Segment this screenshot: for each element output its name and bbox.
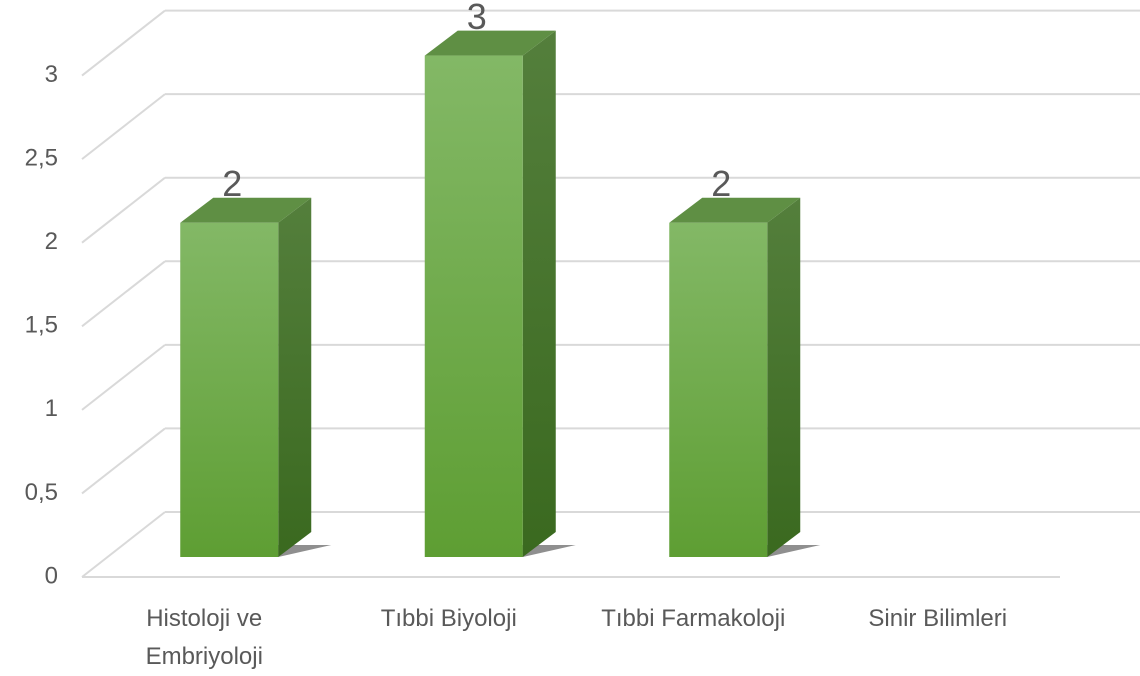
- y-tick-label: 2,5: [25, 144, 58, 171]
- y-tick-label: 1,5: [25, 312, 58, 339]
- x-tick-label: Tıbbi Farmakoloji: [601, 605, 786, 632]
- bar: [180, 222, 279, 557]
- bar-top: [180, 197, 312, 223]
- grid-line: [81, 427, 166, 495]
- grid-line: [81, 9, 166, 77]
- y-tick-label: 0,5: [25, 479, 58, 506]
- bar-side: [522, 30, 556, 558]
- grid-line: [81, 176, 166, 244]
- x-tick-label: Tıbbi Biyoloji: [380, 605, 517, 632]
- bar-side: [278, 197, 312, 557]
- y-tick-label: 2: [45, 228, 58, 255]
- data-label: 3: [467, 0, 487, 37]
- grid-line: [81, 260, 166, 328]
- x-tick-label: Sinir Bilimleri: [868, 605, 1008, 632]
- y-tick-label: 1: [45, 395, 58, 422]
- data-label: 2: [222, 163, 242, 204]
- grid-line: [81, 93, 166, 160]
- bar-top: [424, 30, 556, 56]
- bar: [424, 55, 523, 557]
- y-tick-label: 0: [45, 562, 58, 589]
- grid-line: [81, 511, 166, 578]
- x-tick-label: Histoloji ve Embriyoloji: [145, 605, 263, 670]
- bar: [669, 222, 768, 557]
- y-tick-label: 3: [45, 61, 58, 88]
- bar-side: [767, 197, 801, 557]
- data-label: 2: [711, 163, 731, 204]
- grid-line: [81, 344, 166, 411]
- bar-top: [669, 197, 801, 223]
